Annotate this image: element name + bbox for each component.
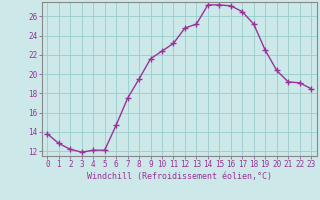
X-axis label: Windchill (Refroidissement éolien,°C): Windchill (Refroidissement éolien,°C) <box>87 172 272 181</box>
